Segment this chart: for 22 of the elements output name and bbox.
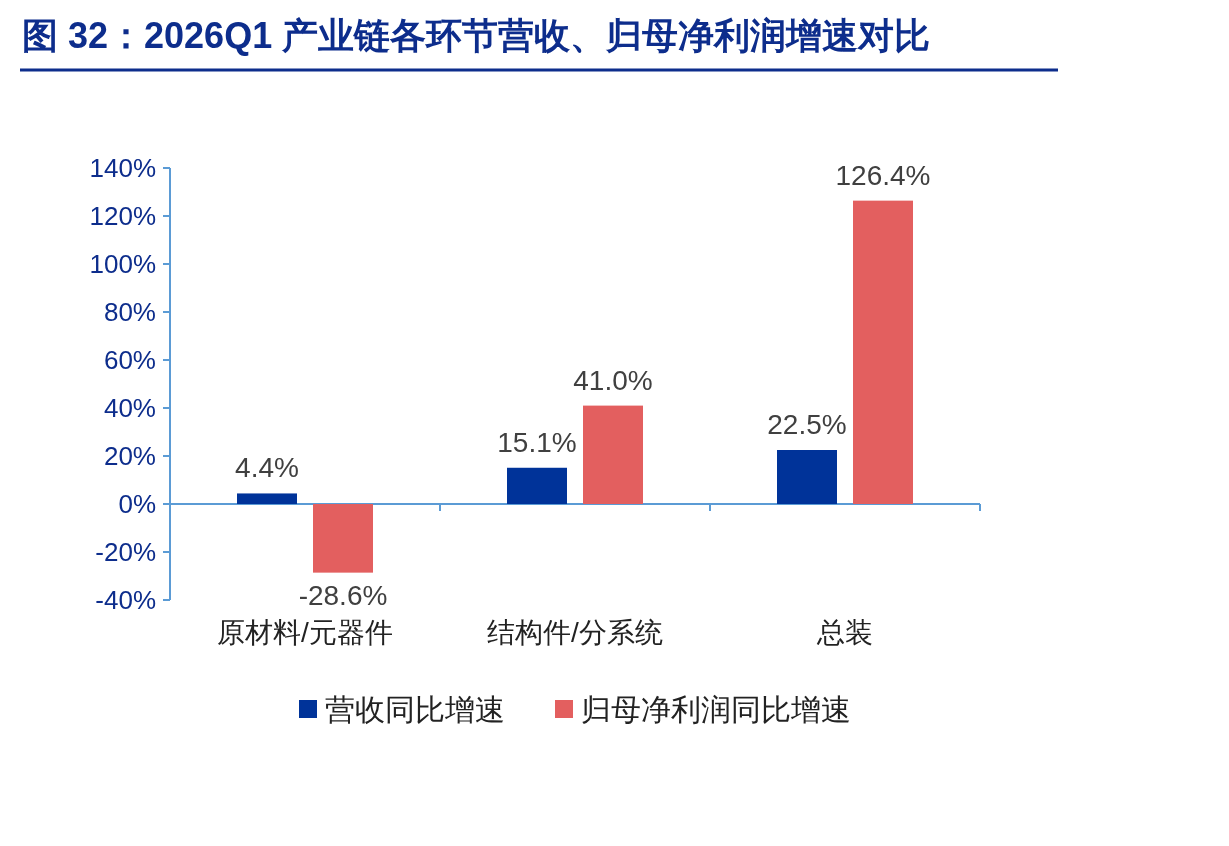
chart-title: 图 32：2026Q1 产业链各环节营收、归母净利润增速对比 xyxy=(22,15,931,56)
data-label: 22.5% xyxy=(767,409,847,440)
y-tick-label: -40% xyxy=(95,585,156,615)
y-tick-label: 0% xyxy=(118,489,156,519)
y-tick-label: 40% xyxy=(103,393,156,423)
data-label: -28.6% xyxy=(298,579,388,611)
y-tick-label: 80% xyxy=(103,297,156,327)
y-tick-label: 20% xyxy=(103,441,156,471)
data-label: 126.4% xyxy=(835,159,931,191)
y-tick-label: 60% xyxy=(103,345,156,375)
data-label: 41.0% xyxy=(573,364,653,396)
y-tick-label: -20% xyxy=(95,537,156,567)
legend-label: 营收同比增速 xyxy=(325,693,505,726)
x-tick-label: 总装 xyxy=(816,617,873,648)
x-tick-label: 原材料/元器件 xyxy=(217,617,393,648)
x-tick-label: 结构件/分系统 xyxy=(487,617,663,648)
y-tick-label: 100% xyxy=(89,249,156,279)
data-label: 15.1% xyxy=(497,426,577,458)
y-tick-label: 120% xyxy=(89,201,156,231)
legend-label: 归母净利润同比增速 xyxy=(581,693,851,726)
data-label: 4.4% xyxy=(235,452,299,484)
y-tick-label: 140% xyxy=(89,153,156,183)
